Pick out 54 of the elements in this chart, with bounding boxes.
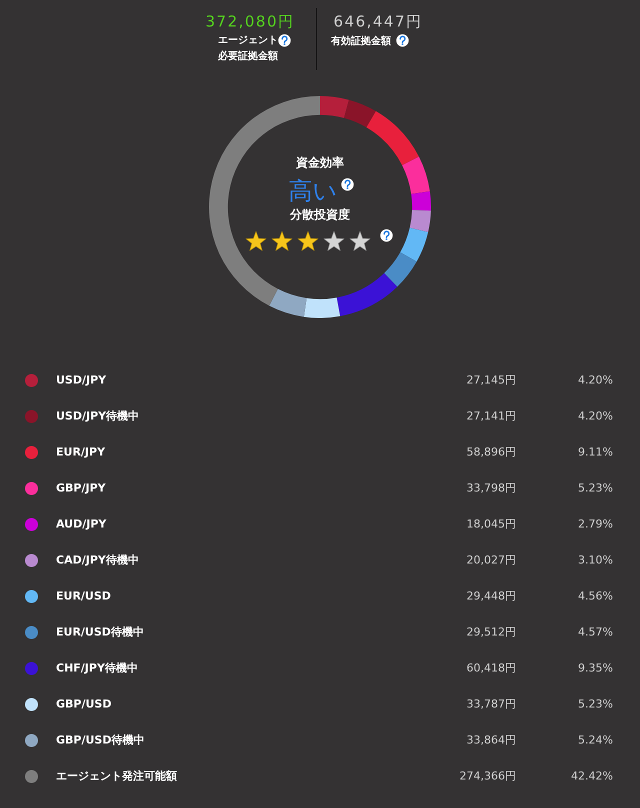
legend-label: CAD/JPY待機中: [56, 552, 139, 568]
text: 42.42%: [571, 770, 613, 782]
donut-slice: [320, 96, 349, 118]
text: 646,447円: [333, 12, 423, 32]
legend-label: EUR/USD待機中: [56, 624, 144, 640]
legend-label: エージェント発注可能額: [56, 768, 177, 784]
data-label: 274,366円: [460, 768, 516, 784]
data-label: 60,418円: [466, 660, 516, 676]
data-label: 20,027円: [466, 552, 516, 568]
donut-slice: [400, 228, 428, 262]
donut-slice: [366, 111, 419, 166]
data-label: 33,787円: [466, 696, 516, 712]
data-label: 33,798円: [466, 480, 516, 496]
legend-label: GBP/JPY: [56, 482, 106, 494]
text: エージェント必要証拠金額: [218, 34, 279, 64]
legend-label: CHF/JPY待機中: [56, 660, 138, 676]
legend-label: EUR/JPY: [56, 446, 106, 458]
text: 9.35%: [578, 662, 613, 674]
donut-slice: [410, 210, 431, 232]
legend-label: GBP/USD待機中: [56, 732, 144, 748]
text: 資金効率: [296, 154, 344, 172]
text: 5.24%: [578, 734, 613, 746]
donut-slice: [411, 191, 431, 211]
data-label: 18,045円: [466, 516, 516, 532]
text: 4.57%: [578, 626, 613, 638]
donut-slice: [402, 156, 430, 194]
legend-label: GBP/USD: [56, 698, 112, 710]
data-label: 33,864円: [466, 732, 516, 748]
text: 3.10%: [578, 554, 613, 566]
text: 有効証拠金額: [331, 34, 391, 48]
donut-slice: [336, 273, 398, 316]
data-label: 29,512円: [466, 624, 516, 640]
data-label: 29,448円: [466, 588, 516, 604]
data-label: 27,141円: [466, 408, 516, 424]
legend-label: EUR/USD: [56, 590, 111, 602]
text: 9.11%: [578, 446, 613, 458]
text: 4.20%: [578, 374, 613, 386]
text: 372,080円: [205, 12, 295, 32]
text: 4.56%: [578, 590, 613, 602]
text: 4.20%: [578, 410, 613, 422]
donut-slice: [269, 288, 307, 317]
legend-label: AUD/JPY: [56, 518, 106, 530]
donut-slice: [384, 252, 417, 287]
donut-slice: [304, 298, 340, 318]
data-label: 58,896円: [466, 444, 516, 460]
legend-label: USD/JPY待機中: [56, 408, 140, 424]
donut-slice: [344, 100, 376, 128]
text: 2.79%: [578, 518, 613, 530]
text: 5.23%: [578, 482, 613, 494]
text: 高い: [288, 176, 338, 207]
text: 5.23%: [578, 698, 613, 710]
legend-label: USD/JPY: [56, 374, 106, 386]
text: 分散投資度: [290, 206, 350, 224]
data-label: 27,145円: [466, 372, 516, 388]
